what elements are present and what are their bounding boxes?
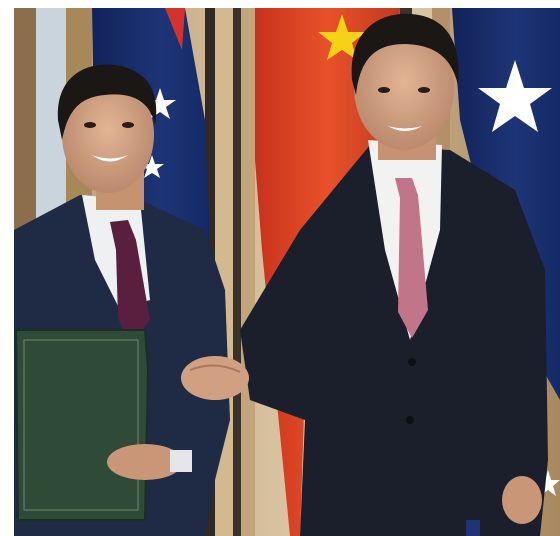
person-right <box>240 13 548 536</box>
flag-star <box>318 14 366 60</box>
flag-cross <box>165 8 185 50</box>
hand <box>107 444 183 480</box>
flag-star <box>144 88 176 119</box>
button <box>406 416 414 424</box>
person-left <box>14 64 230 536</box>
eye <box>418 87 430 93</box>
smile <box>92 155 128 162</box>
slat <box>241 8 255 536</box>
smile <box>388 126 422 131</box>
face <box>354 26 454 150</box>
hand-crease <box>189 364 241 373</box>
suit <box>240 145 548 536</box>
face <box>62 77 154 193</box>
button <box>408 358 416 366</box>
handshake <box>181 356 249 400</box>
flag-star <box>140 155 164 178</box>
slat-gap <box>233 8 241 536</box>
eye <box>84 122 96 128</box>
eye <box>378 87 390 93</box>
hand <box>502 476 542 524</box>
flag-star <box>478 60 552 132</box>
hair <box>351 13 459 95</box>
hair <box>57 64 157 140</box>
eye <box>122 122 134 128</box>
hands <box>181 356 249 400</box>
folder-border <box>23 339 139 511</box>
cuff <box>170 450 192 472</box>
folder <box>14 329 150 521</box>
desk-flag <box>466 520 480 536</box>
tie <box>395 178 428 338</box>
tie <box>110 220 150 345</box>
